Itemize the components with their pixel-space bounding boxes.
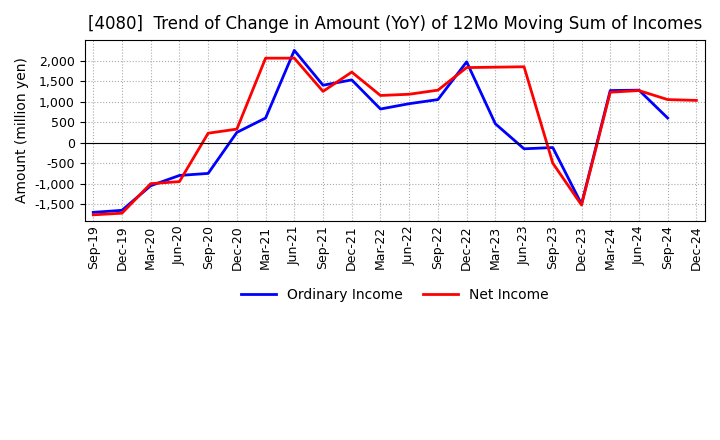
Ordinary Income	[405, 101, 413, 106]
Net Income	[290, 55, 299, 61]
Net Income	[233, 126, 241, 132]
Y-axis label: Amount (million yen): Amount (million yen)	[15, 57, 29, 203]
Ordinary Income	[146, 183, 155, 188]
Ordinary Income	[634, 88, 643, 93]
Ordinary Income	[549, 145, 557, 150]
Net Income	[204, 131, 212, 136]
Line: Net Income: Net Income	[94, 58, 696, 215]
Ordinary Income	[233, 130, 241, 135]
Ordinary Income	[606, 88, 615, 93]
Legend: Ordinary Income, Net Income: Ordinary Income, Net Income	[235, 282, 554, 308]
Net Income	[606, 90, 615, 95]
Ordinary Income	[577, 202, 586, 207]
Net Income	[405, 92, 413, 97]
Ordinary Income	[204, 171, 212, 176]
Ordinary Income	[261, 115, 270, 121]
Title: [4080]  Trend of Change in Amount (YoY) of 12Mo Moving Sum of Incomes: [4080] Trend of Change in Amount (YoY) o…	[88, 15, 702, 33]
Ordinary Income	[433, 97, 442, 102]
Ordinary Income	[348, 77, 356, 83]
Net Income	[491, 65, 500, 70]
Net Income	[634, 88, 643, 93]
Net Income	[348, 70, 356, 75]
Net Income	[549, 161, 557, 166]
Net Income	[117, 211, 126, 216]
Ordinary Income	[376, 106, 384, 112]
Ordinary Income	[663, 115, 672, 121]
Ordinary Income	[117, 208, 126, 213]
Net Income	[261, 55, 270, 61]
Net Income	[175, 179, 184, 184]
Net Income	[577, 202, 586, 208]
Ordinary Income	[89, 210, 98, 215]
Ordinary Income	[491, 121, 500, 126]
Line: Ordinary Income: Ordinary Income	[94, 50, 667, 213]
Ordinary Income	[319, 83, 328, 88]
Net Income	[663, 97, 672, 102]
Net Income	[376, 93, 384, 98]
Ordinary Income	[175, 173, 184, 178]
Net Income	[89, 212, 98, 217]
Net Income	[692, 98, 701, 103]
Net Income	[520, 64, 528, 70]
Ordinary Income	[462, 59, 471, 65]
Ordinary Income	[290, 48, 299, 53]
Net Income	[146, 181, 155, 186]
Net Income	[319, 89, 328, 94]
Net Income	[433, 88, 442, 93]
Ordinary Income	[520, 146, 528, 151]
Net Income	[462, 65, 471, 70]
